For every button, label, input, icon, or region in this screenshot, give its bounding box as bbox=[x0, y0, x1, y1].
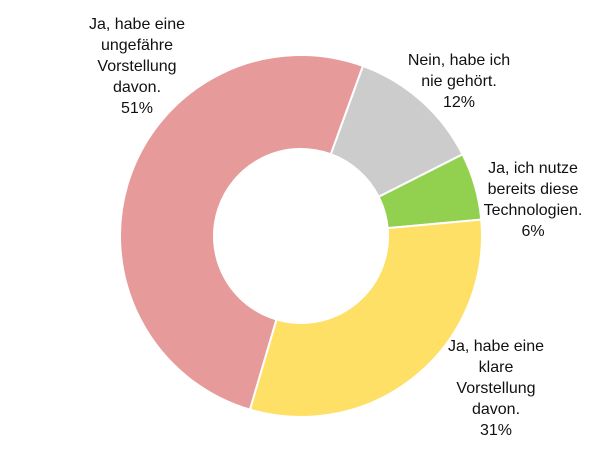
slice-rough-idea bbox=[119, 54, 365, 411]
label-already-using-line-2: bereits diese bbox=[487, 181, 579, 198]
slice-clear-idea bbox=[248, 218, 483, 418]
label-already-using-line-1: Ja, ich nutze bbox=[488, 160, 578, 177]
label-rough-idea: Ja, habe eine ungefähre Vorstellung davo… bbox=[72, 14, 202, 119]
label-never-heard-pct: 12% bbox=[442, 94, 476, 111]
label-already-using-pct: 6% bbox=[521, 223, 545, 240]
label-clear-idea: Ja, habe eine klare Vorstellung davon. 3… bbox=[436, 336, 556, 441]
label-never-heard: Nein, habe ich nie gehört. 12% bbox=[400, 50, 518, 113]
label-never-heard-line-1: Nein, habe ich bbox=[407, 52, 511, 69]
label-clear-idea-line-4: davon. bbox=[471, 401, 521, 418]
label-rough-idea-line-3: Vorstellung bbox=[97, 58, 177, 75]
label-rough-idea-pct: 51% bbox=[120, 100, 154, 117]
label-already-using: Ja, ich nutze bereits diese Technologien… bbox=[478, 158, 588, 242]
label-rough-idea-line-2: ungefähre bbox=[100, 37, 174, 54]
label-rough-idea-line-1: Ja, habe eine bbox=[88, 16, 186, 33]
label-rough-idea-line-4: davon. bbox=[112, 79, 162, 96]
label-never-heard-line-2: nie gehört. bbox=[421, 73, 497, 90]
label-clear-idea-line-1: Ja, habe eine bbox=[447, 338, 545, 355]
label-clear-idea-line-2: klare bbox=[478, 359, 514, 376]
label-clear-idea-line-3: Vorstellung bbox=[456, 380, 536, 397]
label-clear-idea-pct: 31% bbox=[479, 422, 513, 439]
label-already-using-line-3: Technologien. bbox=[483, 202, 583, 219]
